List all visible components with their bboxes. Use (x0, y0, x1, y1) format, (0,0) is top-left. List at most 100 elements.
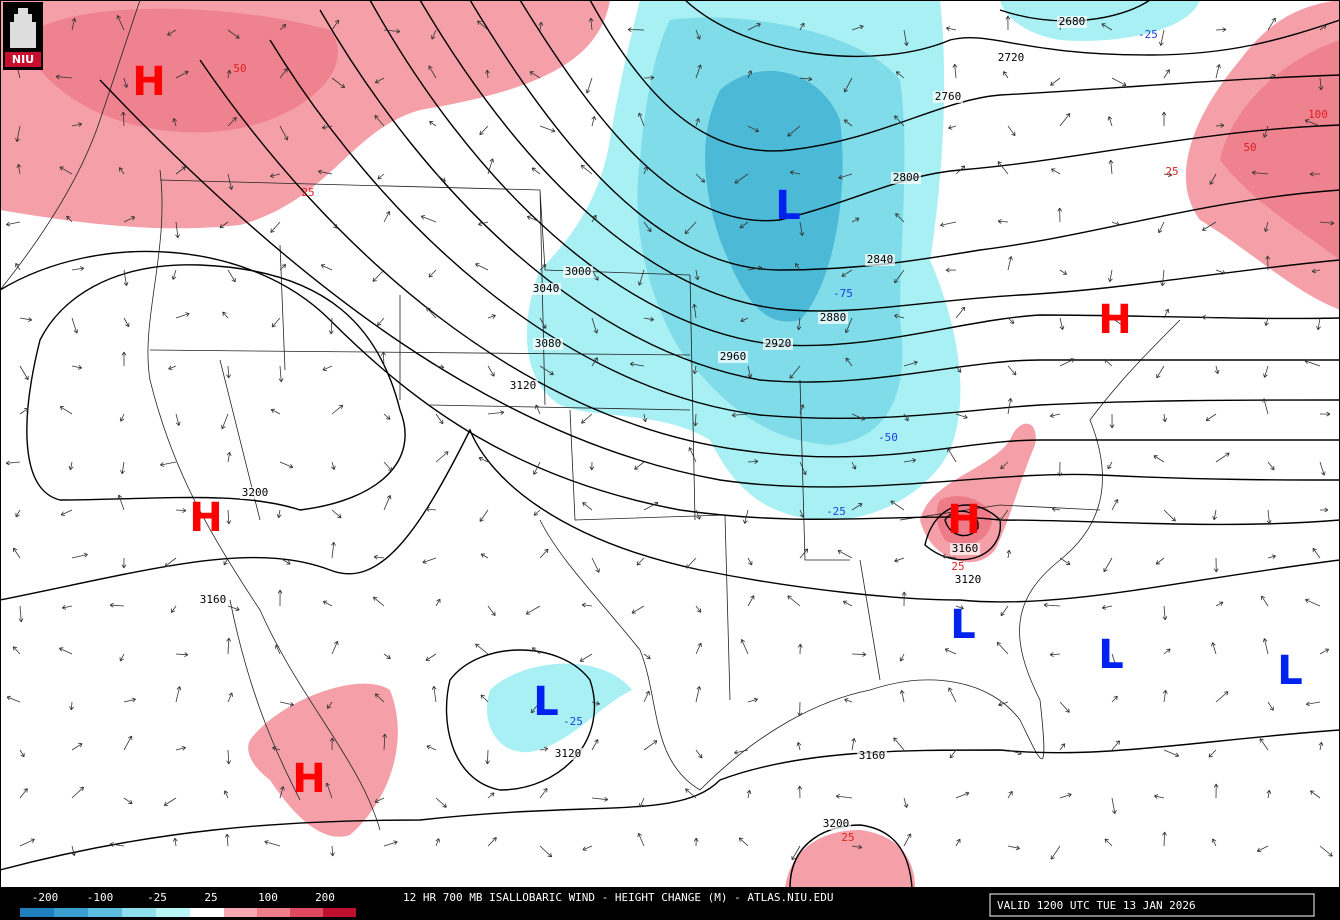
wind-arrow (835, 793, 853, 799)
wind-arrow (1156, 365, 1165, 379)
wind-arrow (731, 412, 749, 418)
wind-arrow (374, 693, 385, 703)
wind-arrow (1256, 845, 1269, 853)
wind-arrow (71, 552, 88, 559)
wind-arrow (71, 743, 83, 751)
wind-arrow (1319, 845, 1333, 857)
wind-arrow (955, 791, 970, 799)
wind-arrow (120, 461, 125, 475)
wind-arrow (479, 509, 489, 522)
contour-label: 2960 (720, 350, 747, 363)
wind-arrow (844, 698, 853, 703)
wind-arrow (1111, 317, 1126, 328)
wind-arrow (331, 509, 342, 519)
wind-arrow (1202, 221, 1217, 231)
wind-arrow (435, 413, 444, 425)
wind-arrow (851, 844, 863, 850)
wind-arrow (320, 264, 333, 271)
wind-arrow (69, 701, 74, 711)
wind-arrow (591, 116, 597, 127)
wind-arrow (487, 605, 496, 616)
wind-arrow (270, 173, 281, 178)
wind-arrow (1267, 74, 1276, 79)
borders (0, 0, 1181, 831)
wind-arrow (1215, 691, 1229, 703)
contour-label: 2800 (893, 171, 920, 184)
wind-arrow (1103, 557, 1113, 573)
wind-arrow (277, 589, 283, 607)
wind-arrow (525, 605, 541, 615)
wind-arrow (591, 557, 600, 573)
wind-arrow (1213, 783, 1219, 799)
wind-arrow (643, 75, 655, 81)
wind-arrow (485, 69, 490, 79)
wind-arrow (693, 837, 699, 847)
contour-label-bg (953, 574, 983, 586)
wind-arrow (175, 70, 189, 79)
wind-arrow (747, 595, 755, 607)
legend-label: 100 (258, 891, 278, 904)
wind-arrow (1312, 547, 1321, 559)
wind-arrow (226, 509, 232, 525)
wind-arrow (740, 317, 749, 323)
wind-arrow (1251, 170, 1269, 176)
wind-arrow (591, 357, 598, 367)
wind-arrow (487, 410, 505, 416)
wind-arrow (1215, 601, 1224, 607)
wind-arrow (383, 840, 398, 847)
wind-arrow (1108, 159, 1114, 175)
wind-arrow (1000, 605, 1009, 617)
wind-arrow (420, 215, 437, 223)
wind-arrow (322, 600, 333, 607)
change-label: -75 (833, 287, 853, 300)
wind-arrow (331, 404, 344, 415)
wind-arrow (1215, 269, 1226, 275)
wind-arrow (431, 685, 437, 703)
wind-arrow (955, 306, 966, 319)
wind-arrow (591, 269, 599, 281)
wind-arrow (581, 413, 593, 424)
wind-arrow (890, 500, 905, 511)
wind-arrow (330, 845, 335, 857)
wind-arrow (539, 365, 554, 376)
wind-arrow (487, 365, 495, 377)
wind-arrow (279, 461, 294, 469)
wind-arrow (643, 740, 658, 751)
wind-arrow (1318, 741, 1324, 751)
wind-arrow (797, 785, 803, 799)
wind-arrow (903, 360, 918, 367)
wind-arrow (899, 689, 905, 703)
wind-arrow (795, 263, 801, 271)
contour-label: 3080 (535, 337, 562, 350)
wind-arrow (1059, 743, 1066, 751)
contour-label-bg (508, 380, 538, 392)
wind-arrow (1153, 794, 1165, 799)
wind-arrow (684, 221, 697, 235)
wind-arrow (945, 267, 957, 273)
wind-arrow (279, 557, 291, 565)
wind-arrow (1215, 123, 1225, 128)
wind-arrow (1160, 269, 1166, 287)
wind-arrow (851, 737, 856, 751)
contour-label: 3160 (859, 749, 886, 762)
wind-arrow (1211, 838, 1217, 847)
wind-arrow (789, 170, 801, 175)
wind-arrow (531, 647, 541, 655)
pressure-center: L (775, 183, 801, 229)
wind-arrow (123, 269, 129, 287)
wind-arrow (325, 782, 333, 799)
wind-arrow (377, 173, 385, 180)
wind-arrow (747, 459, 759, 464)
wind-arrow (1162, 605, 1168, 621)
wind-arrow (475, 643, 489, 655)
wind-arrow (123, 735, 133, 751)
wind-arrow (223, 557, 229, 566)
wind-arrow (1111, 740, 1120, 751)
logo: NIU (3, 2, 43, 70)
wind-arrow (998, 701, 1009, 707)
wind-arrow (227, 269, 236, 283)
contour-label-bg (950, 543, 980, 555)
wind-arrow (18, 605, 24, 623)
wind-arrow (59, 166, 73, 175)
wind-arrow (1162, 413, 1168, 423)
